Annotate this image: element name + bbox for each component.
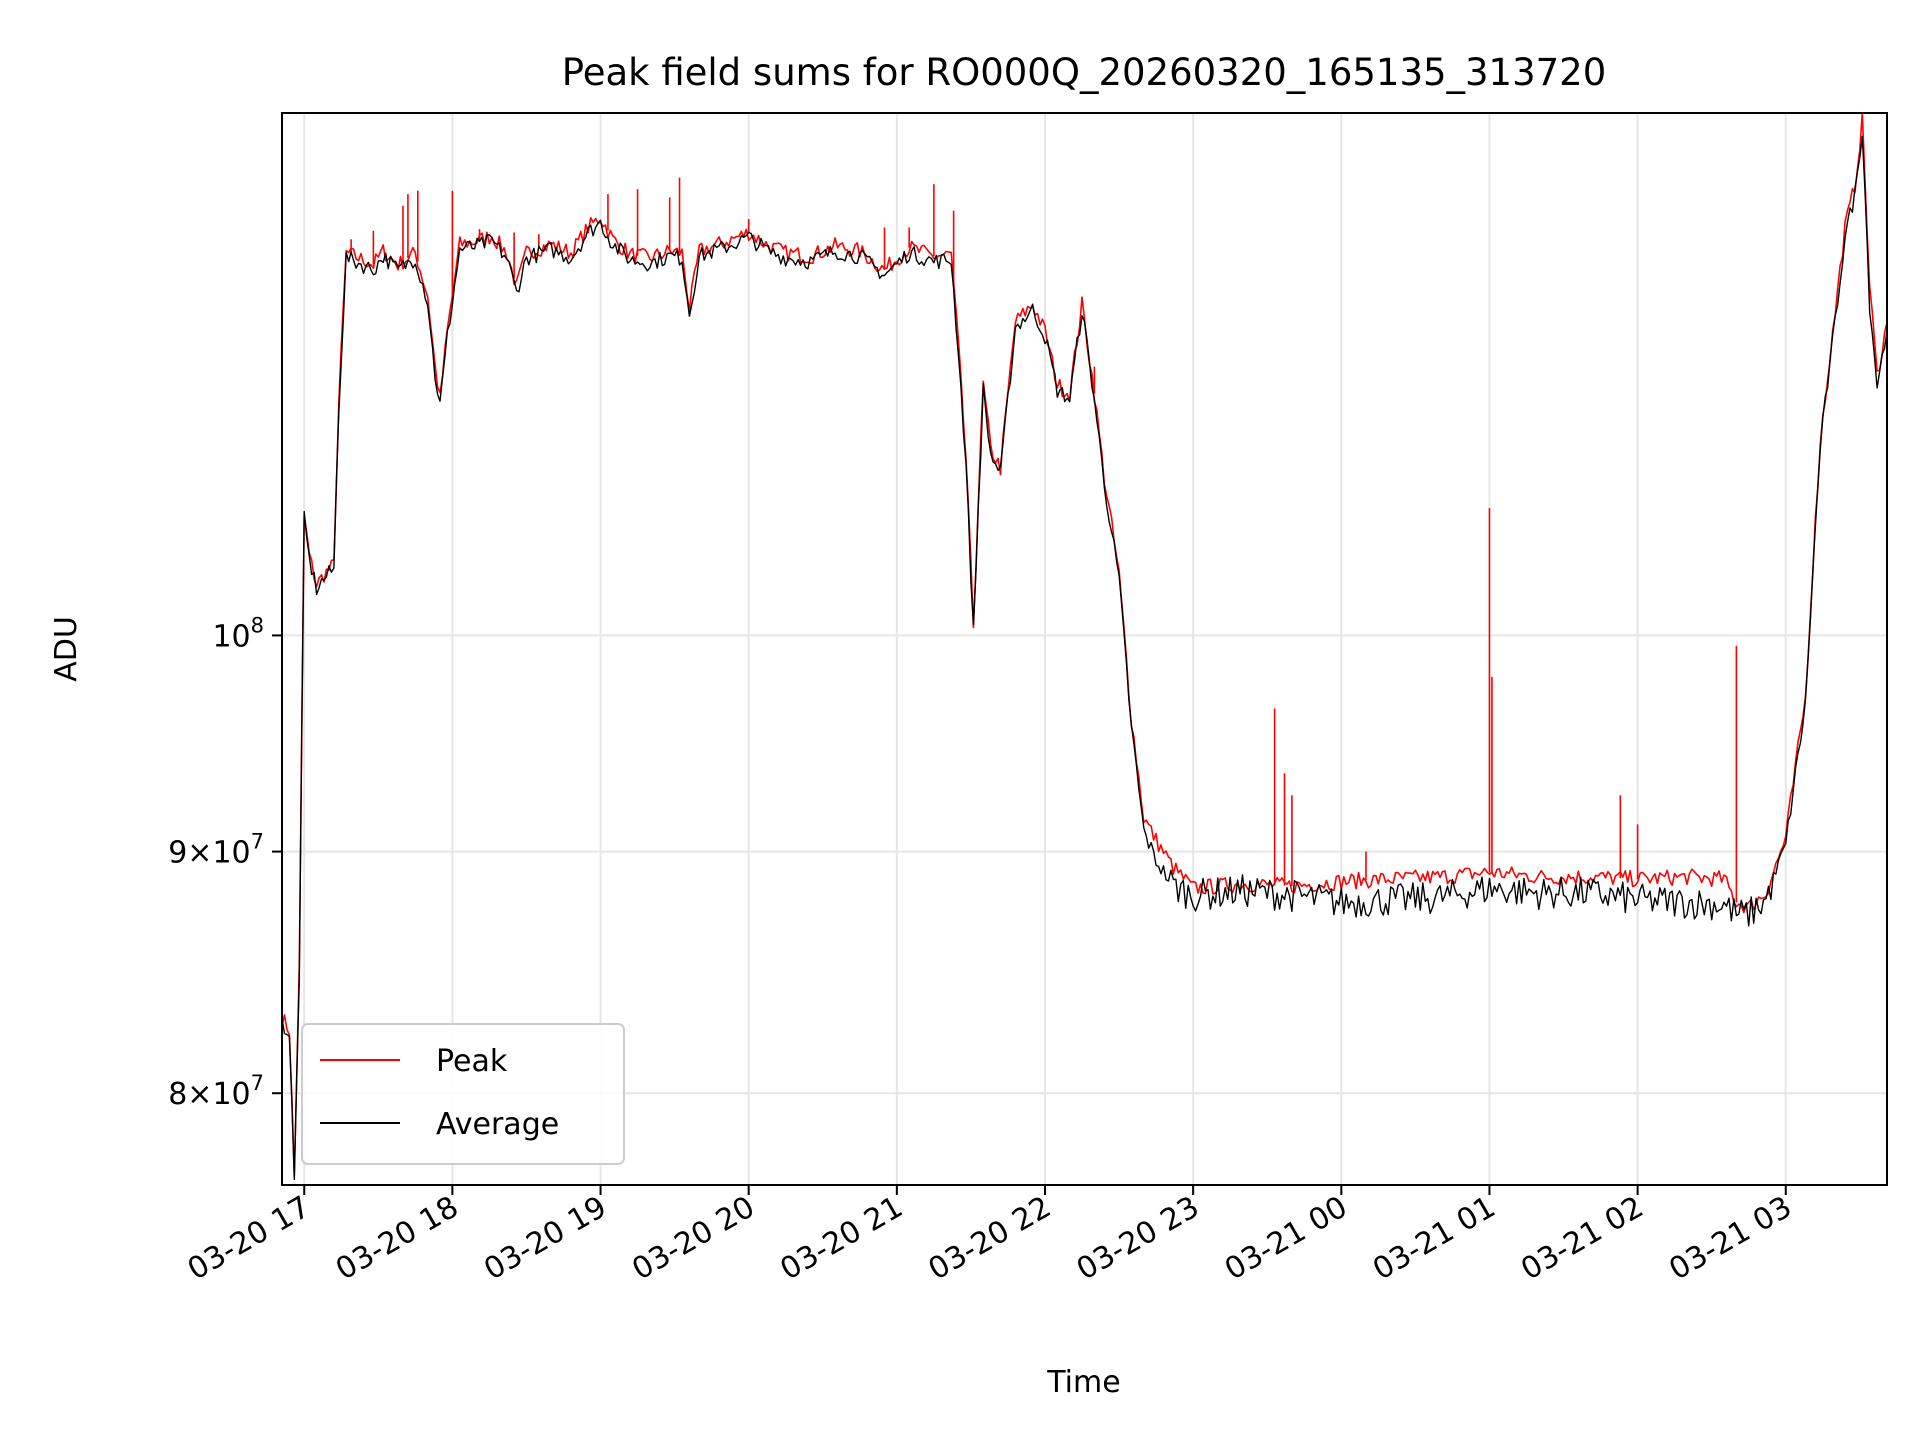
y-axis-label: ADU (49, 616, 84, 682)
series-line-peak (281, 112, 1888, 1178)
y-tick-label: 9×107 (168, 830, 264, 871)
x-axis-label: Time (1046, 1365, 1120, 1400)
legend-average-label: Average (436, 1107, 559, 1142)
grid (282, 113, 1887, 1185)
plot-frame (281, 112, 1888, 1186)
legend: Peak Average (301, 1023, 625, 1165)
y-tick-label: 8×107 (168, 1071, 264, 1112)
series-layer (281, 112, 1888, 1181)
series-line-average (281, 135, 1888, 1181)
chart-title: Peak field sums for RO000Q_20260320_1651… (562, 51, 1607, 94)
legend-peak-label: Peak (436, 1044, 508, 1079)
